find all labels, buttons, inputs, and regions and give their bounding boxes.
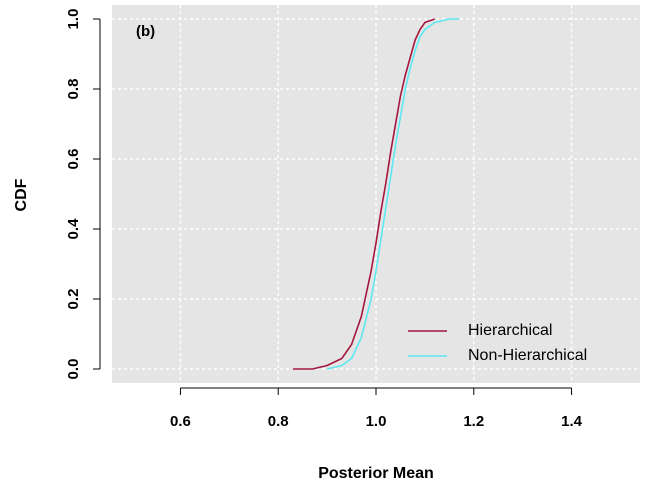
- annotation: (b): [136, 23, 155, 40]
- legend-label: Hierarchical: [468, 322, 552, 339]
- x-tick-label: 0.6: [170, 413, 191, 430]
- series-line: [292, 18, 435, 370]
- y-axis-label: CDF: [13, 178, 30, 211]
- y-tick-label: 0.4: [65, 218, 82, 240]
- x-tick-label: 1.2: [463, 413, 484, 430]
- x-tick-label: 0.8: [268, 413, 289, 430]
- y-tick-label: 0.2: [65, 289, 82, 310]
- legend-label: Non-Hierarchical: [468, 347, 587, 364]
- y-tick-label: 0.0: [65, 359, 82, 380]
- y-tick-label: 0.6: [65, 149, 82, 170]
- x-axis-label: Posterior Mean: [318, 465, 434, 482]
- x-tick-label: 1.4: [561, 413, 583, 430]
- x-tick-label: 1.0: [366, 413, 387, 430]
- series-line: [326, 18, 460, 370]
- y-tick-label: 0.8: [65, 79, 82, 100]
- y-tick-label: 1.0: [65, 9, 82, 30]
